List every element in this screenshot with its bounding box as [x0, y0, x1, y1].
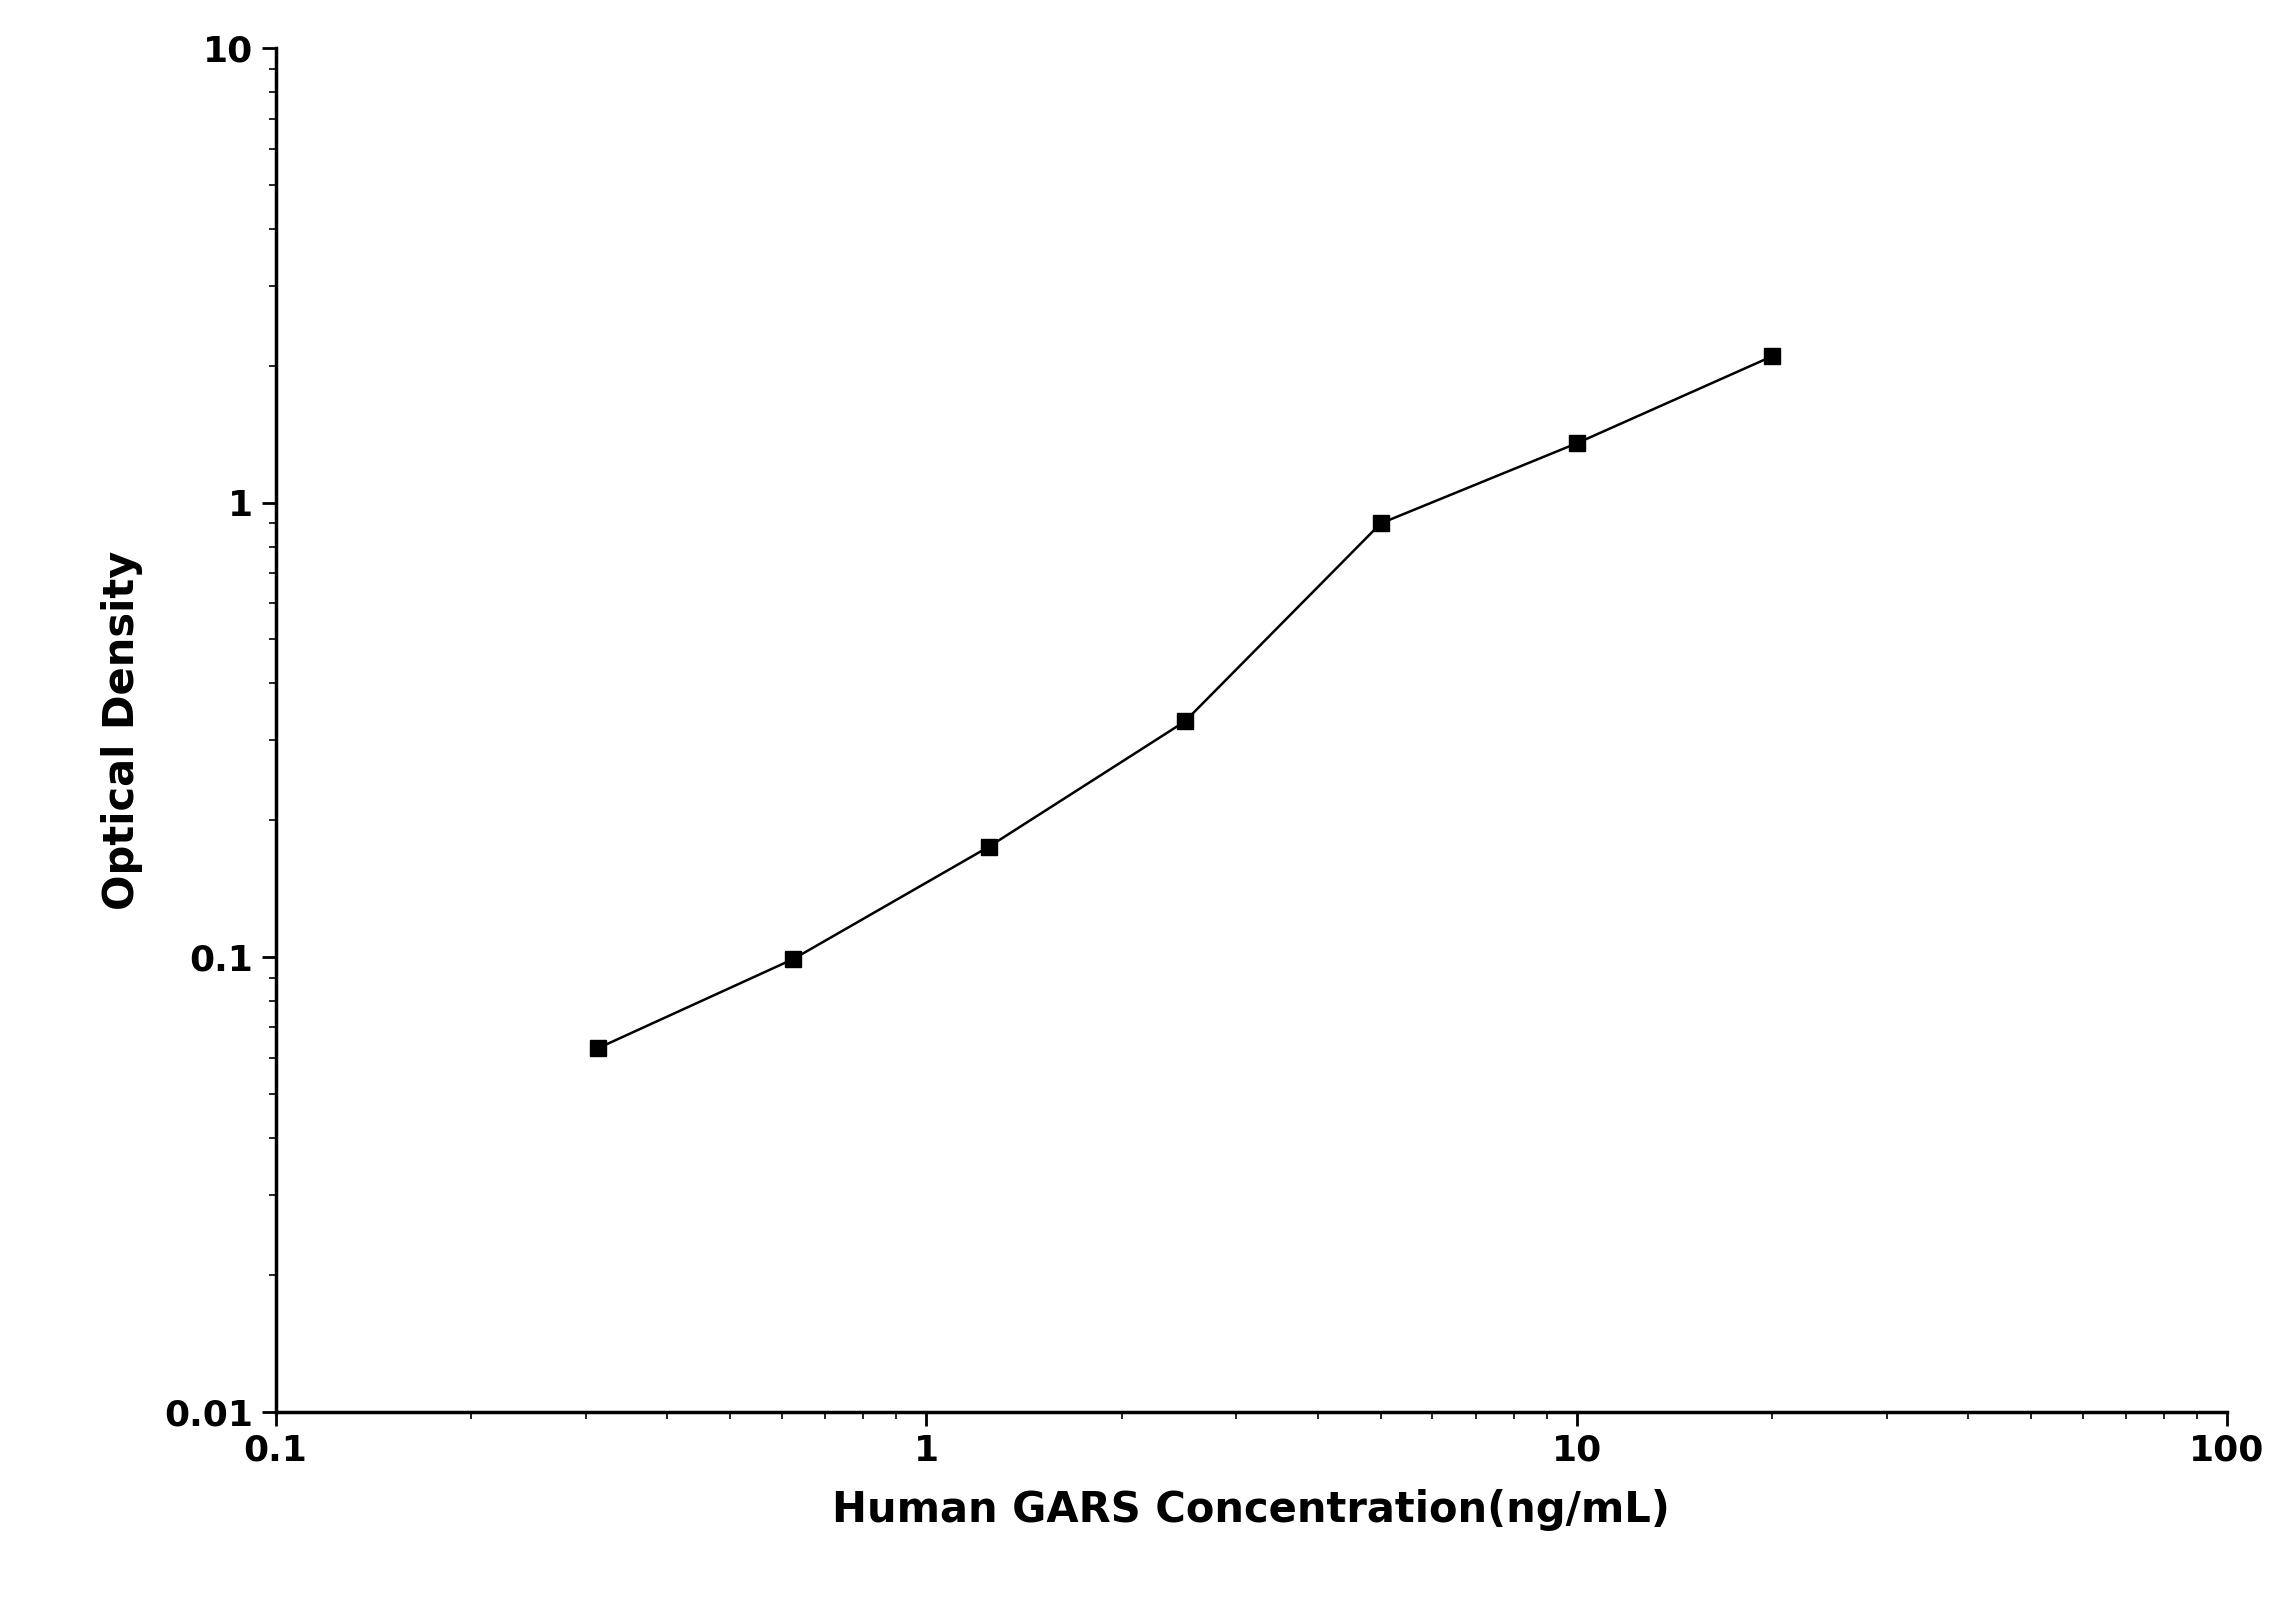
X-axis label: Human GARS Concentration(ng/mL): Human GARS Concentration(ng/mL) — [833, 1489, 1669, 1530]
Y-axis label: Optical Density: Optical Density — [101, 550, 142, 909]
